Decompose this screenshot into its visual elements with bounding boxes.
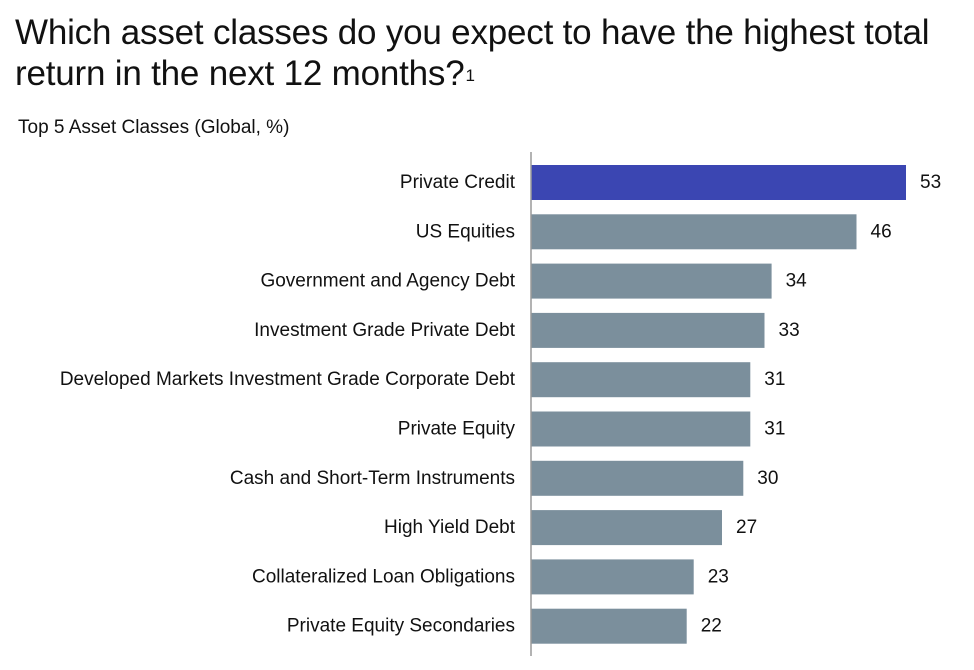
category-labels-group: Private Credit US Equities Government and … <box>60 172 516 637</box>
bar-7 <box>531 460 744 496</box>
value-label-6: 31 <box>764 419 785 440</box>
bar-1 <box>531 165 906 200</box>
bar-8 <box>531 510 722 546</box>
value-label-1: 53 <box>920 172 941 193</box>
bar-9 <box>531 559 694 595</box>
value-label-3: 34 <box>786 271 808 292</box>
footnote-marker: 1 <box>465 66 475 85</box>
category-label-1: Private Credit <box>400 172 516 193</box>
category-label-9: Collateralized Loan Obligations <box>252 566 515 587</box>
bar-2 <box>531 214 857 250</box>
value-label-8: 27 <box>736 517 757 538</box>
category-label-2: US Equities <box>416 221 515 242</box>
value-label-7: 30 <box>757 468 778 489</box>
value-labels-group: 53 46 34 33 31 31 30 27 23 22 <box>701 172 941 637</box>
chart-subtitle: Top 5 Asset Classes (Global, %) <box>18 117 290 138</box>
value-label-2: 46 <box>871 221 892 242</box>
bar-10 <box>531 608 687 644</box>
category-label-3: Government and Agency Debt <box>260 271 515 292</box>
category-label-4: Investment Grade Private Debt <box>254 320 516 341</box>
bars-group <box>531 165 906 644</box>
value-label-5: 31 <box>764 369 785 390</box>
chart-title: Which asset classes do you expect to hav… <box>15 12 955 94</box>
bar-5 <box>531 362 751 398</box>
category-label-10: Private Equity Secondaries <box>287 616 515 637</box>
category-label-6: Private Equity <box>398 419 516 440</box>
bar-4 <box>531 312 765 348</box>
category-label-8: High Yield Debt <box>384 517 516 538</box>
bar-3 <box>531 263 772 299</box>
category-label-7: Cash and Short-Term Instruments <box>230 468 515 489</box>
value-label-4: 33 <box>779 320 800 341</box>
category-label-5: Developed Markets Investment Grade Corpo… <box>60 369 516 390</box>
bar-6 <box>531 411 751 447</box>
value-label-10: 22 <box>701 616 722 637</box>
chart-title-text: Which asset classes do you expect to hav… <box>15 13 930 93</box>
value-label-9: 23 <box>708 566 729 587</box>
